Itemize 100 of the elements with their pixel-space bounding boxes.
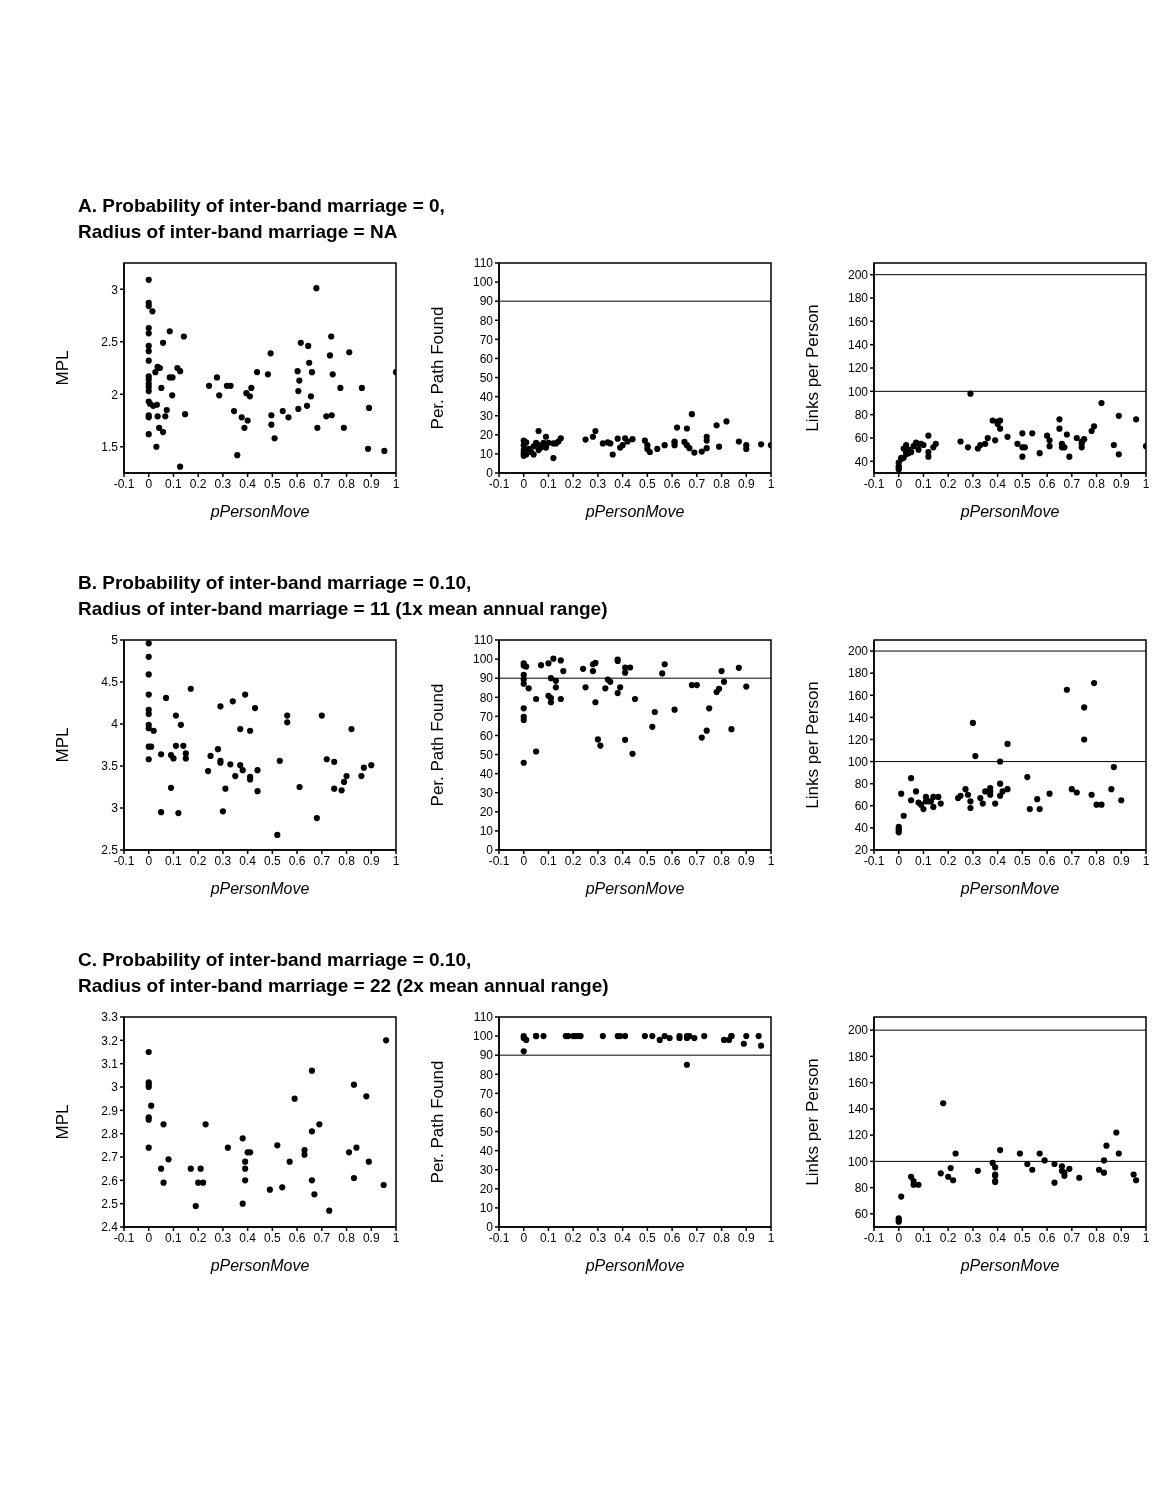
y-tick-label: 2.5 — [101, 335, 119, 350]
y-axis-title: MPL — [53, 350, 73, 386]
x-axis-title: pPersonMove — [584, 1257, 685, 1274]
x-axis-title: pPersonMove — [959, 1257, 1060, 1274]
chart-title: A. Probability of inter-band marriage = 0, — [78, 194, 445, 218]
x-tick-label: 0.8 — [713, 853, 731, 868]
x-tick-label: 0.3 — [964, 476, 982, 491]
y-tick-label: 30 — [479, 785, 494, 800]
y-tick-label: 3 — [111, 801, 119, 816]
y-tick-label: 90 — [479, 671, 494, 686]
y-tick-label: 20 — [479, 805, 494, 820]
x-tick-label: 0.9 — [362, 1230, 380, 1245]
x-tick-label: 0.4 — [614, 1230, 632, 1245]
chart-title: B. Probability of inter-band marriage = 0.10, — [78, 571, 472, 595]
y-tick-label: 80 — [854, 407, 869, 422]
y-tick-label: 200 — [847, 644, 869, 659]
x-tick-label: 0.3 — [964, 853, 982, 868]
x-tick-label: 0.9 — [1112, 1230, 1130, 1245]
x-tick-label: 0.2 — [564, 476, 582, 491]
x-tick-label: 0.9 — [1112, 853, 1130, 868]
x-tick-label: 0.8 — [1088, 476, 1106, 491]
x-tick-label: 0.7 — [313, 1230, 331, 1245]
y-tick-label: 120 — [847, 361, 869, 376]
x-tick-label: 0.5 — [264, 1230, 282, 1245]
x-tick-label: 1 — [1142, 853, 1150, 868]
y-tick-label: 100 — [847, 1154, 869, 1169]
y-tick-label: 50 — [479, 747, 494, 762]
y-tick-label: 160 — [847, 314, 869, 329]
x-axis-title: pPersonMove — [959, 503, 1060, 520]
y-tick-label: 2.5 — [101, 1196, 119, 1211]
chart-subtitle: Radius of inter-band marriage = 22 (2x mean annual range) — [78, 974, 609, 998]
x-tick-label: -0.1 — [863, 1230, 885, 1245]
y-tick-label: 100 — [847, 754, 869, 769]
y-tick-label: 10 — [479, 447, 494, 462]
y-tick-label: 140 — [847, 337, 869, 352]
chart-subtitle: Radius of inter-band marriage = NA — [78, 220, 399, 244]
y-tick-label: 30 — [479, 1162, 494, 1177]
x-tick-label: 1 — [392, 853, 400, 868]
y-tick-label: 30 — [479, 408, 494, 423]
y-tick-label: 3.2 — [101, 1033, 119, 1048]
x-tick-label: 0.4 — [989, 476, 1007, 491]
x-tick-label: 0.6 — [288, 1230, 306, 1245]
y-tick-label: 90 — [479, 1048, 494, 1063]
y-tick-label: 180 — [847, 1049, 869, 1064]
x-tick-label: -0.1 — [863, 476, 885, 491]
y-tick-label: 140 — [847, 710, 869, 725]
y-tick-label: 110 — [473, 256, 494, 271]
y-axis-title: Links per Person — [803, 1058, 823, 1186]
y-tick-label: 60 — [854, 431, 869, 446]
x-tick-label: 0.1 — [165, 1230, 183, 1245]
y-tick-label: 10 — [479, 1201, 494, 1216]
y-axis-title: MPL — [53, 1104, 73, 1140]
y-tick-label: 80 — [854, 1180, 869, 1195]
x-tick-label: 1 — [767, 853, 775, 868]
x-tick-label: 0.2 — [189, 1230, 207, 1245]
x-axis-title: pPersonMove — [209, 503, 310, 520]
y-tick-label: 60 — [479, 351, 494, 366]
x-axis-title: pPersonMove — [959, 880, 1060, 897]
x-tick-label: 0.4 — [614, 853, 632, 868]
x-tick-label: 0.5 — [264, 476, 282, 491]
y-axis-title: Links per Person — [803, 681, 823, 809]
x-tick-label: 0.3 — [214, 476, 232, 491]
x-tick-label: 0.8 — [338, 853, 356, 868]
y-tick-label: 50 — [479, 370, 494, 385]
x-tick-label: 0.9 — [737, 476, 755, 491]
x-tick-label: 0.7 — [313, 476, 331, 491]
x-tick-label: 0.7 — [1063, 476, 1081, 491]
x-tick-label: 1 — [767, 476, 775, 491]
y-tick-label: 60 — [854, 1207, 869, 1222]
x-tick-label: 0.3 — [589, 476, 607, 491]
y-tick-label: 120 — [847, 732, 869, 747]
y-tick-label: 3.3 — [101, 1010, 119, 1025]
x-tick-label: 0.6 — [1038, 476, 1056, 491]
x-tick-label: 0.2 — [564, 853, 582, 868]
y-tick-label: 60 — [854, 799, 869, 814]
y-tick-label: 70 — [479, 1086, 494, 1101]
x-tick-label: 0.6 — [663, 853, 681, 868]
y-tick-label: 3 — [111, 1080, 119, 1095]
y-axis-title: Per. Path Found — [428, 1060, 448, 1184]
y-tick-label: 110 — [473, 633, 494, 648]
y-tick-label: 90 — [479, 294, 494, 309]
x-tick-label: 0 — [895, 476, 903, 491]
y-tick-label: 40 — [479, 389, 494, 404]
x-tick-label: 0.1 — [540, 853, 558, 868]
x-tick-label: 0.1 — [165, 853, 183, 868]
y-tick-label: 100 — [472, 652, 494, 667]
x-tick-label: 0 — [895, 1230, 903, 1245]
x-tick-label: 0.1 — [915, 853, 933, 868]
x-tick-label: 0.9 — [737, 853, 755, 868]
x-tick-label: 0.2 — [939, 476, 957, 491]
x-tick-label: 1 — [392, 1230, 400, 1245]
y-tick-label: 5 — [111, 633, 119, 648]
y-axis-title: Links per Person — [803, 304, 823, 432]
y-tick-label: 50 — [479, 1124, 494, 1139]
x-tick-label: -0.1 — [113, 476, 135, 491]
y-tick-label: 2.7 — [101, 1150, 119, 1165]
y-axis-title: Per. Path Found — [428, 683, 448, 807]
x-tick-label: 0.9 — [1112, 476, 1130, 491]
x-tick-label: 0.7 — [1063, 853, 1081, 868]
y-tick-label: 80 — [479, 690, 494, 705]
